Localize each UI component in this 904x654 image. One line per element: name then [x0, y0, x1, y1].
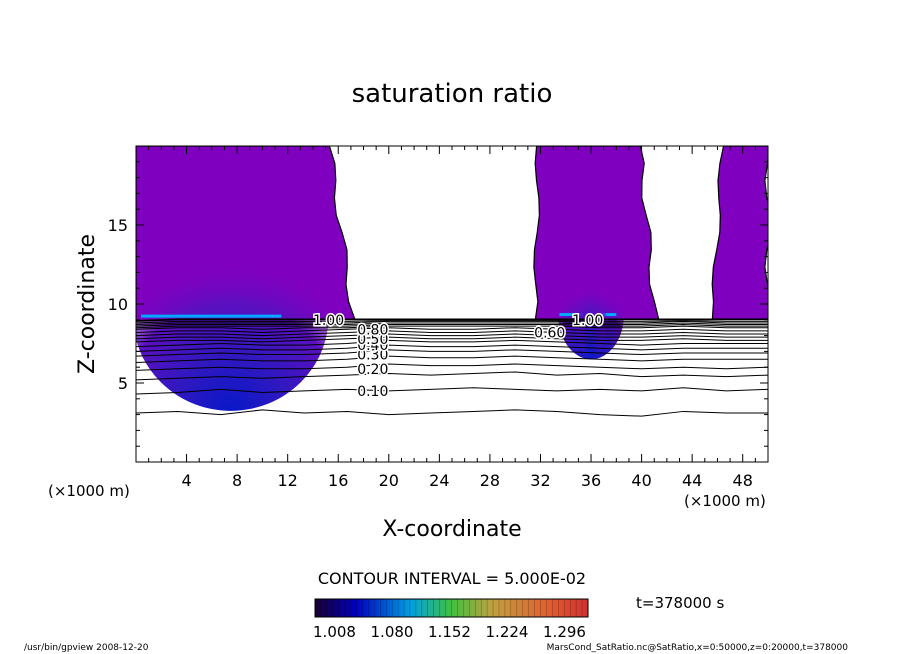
x-tick-label: 28: [480, 471, 500, 490]
contour-interval-label: CONTOUR INTERVAL = 5.000E-02: [318, 569, 586, 588]
contour-line: [136, 355, 768, 363]
contour-line: [136, 320, 768, 324]
contour-label: 0.80: [357, 322, 388, 338]
colorbar-tick-label: 1.008: [313, 623, 356, 641]
colorbar-stripes: [320, 599, 583, 617]
contour-line: [136, 333, 768, 340]
colorbar-tick-label: 1.080: [371, 623, 414, 641]
x-tick-label: 44: [682, 471, 702, 490]
saturation-peak: [141, 314, 282, 318]
chart-title: saturation ratio: [352, 79, 553, 109]
contour-line: [136, 325, 768, 330]
contour-line: [136, 409, 768, 417]
x-axis-label: X-coordinate: [382, 517, 521, 542]
supersaturation-fills: [136, 146, 768, 411]
y-tick-label: 15: [108, 216, 128, 235]
x-tick-label: 8: [232, 471, 242, 490]
contour-line: [136, 318, 768, 322]
x-tick-label: 16: [328, 471, 348, 490]
time-label: t=378000 s: [636, 594, 724, 612]
footer-left: /usr/bin/gpview 2008-12-20: [24, 643, 149, 653]
contour-line: [136, 327, 768, 333]
x-tick-label: 20: [379, 471, 399, 490]
contour-label: 1.00: [572, 313, 603, 329]
contour-lines: [136, 318, 768, 417]
supersaturated-region: [711, 146, 768, 320]
x-tick-label: 32: [530, 471, 550, 490]
contour-line: [136, 320, 768, 326]
colorbar-tick-label: 1.296: [543, 623, 586, 641]
x-unit-label-left: (×1000 m): [48, 482, 130, 500]
x-tick-label: 4: [181, 471, 191, 490]
y-tick-label: 5: [118, 374, 128, 393]
y-axis-label: Z-coordinate: [75, 234, 100, 374]
colorbar-tick-label: 1.152: [428, 623, 471, 641]
contour-line: [136, 387, 768, 395]
contour-line: [136, 371, 768, 381]
footer-right: MarsCond_SatRatio.nc@SatRatio,x=0:50000,…: [547, 643, 849, 653]
x-axis-ticks: 4 8 12 16 20 24 28 32 36 40 44 48: [148, 146, 756, 490]
contour-line: [136, 324, 768, 329]
y-axis-ticks: 5 10 15: [108, 161, 768, 447]
contour-line: [136, 344, 768, 352]
contour-line: [136, 339, 768, 348]
x-tick-label: 36: [581, 471, 601, 490]
x-tick-label: 24: [429, 471, 449, 490]
y-tick-label: 10: [108, 295, 128, 314]
contour-labels: 0.10 0.200.300.400.500.80 0.60 1.00 1.00: [311, 311, 604, 401]
contour-label: 0.50: [357, 332, 388, 348]
x-unit-label-right: (×1000 m): [684, 492, 766, 510]
x-tick-label: 12: [278, 471, 298, 490]
contour-line: [136, 363, 768, 371]
colorbar-tick-label: 1.224: [486, 623, 529, 641]
contour-label: 0.20: [357, 362, 388, 378]
contour-label: 0.60: [534, 325, 565, 341]
contour-label: 0.30: [357, 348, 388, 364]
contour-line: [136, 336, 768, 343]
colorbar-tick-labels: 1.008 1.080 1.152 1.224 1.296: [313, 623, 586, 641]
contour-label: 1.00: [313, 313, 344, 329]
contour-line: [136, 319, 768, 322]
contour-label: 0.40: [357, 338, 388, 354]
x-tick-label: 48: [733, 471, 753, 490]
contour-line: [136, 349, 768, 357]
x-tick-label: 40: [631, 471, 651, 490]
contour-label: 0.10: [357, 384, 388, 400]
contour-line: [136, 330, 768, 337]
contour-line: [136, 322, 768, 327]
